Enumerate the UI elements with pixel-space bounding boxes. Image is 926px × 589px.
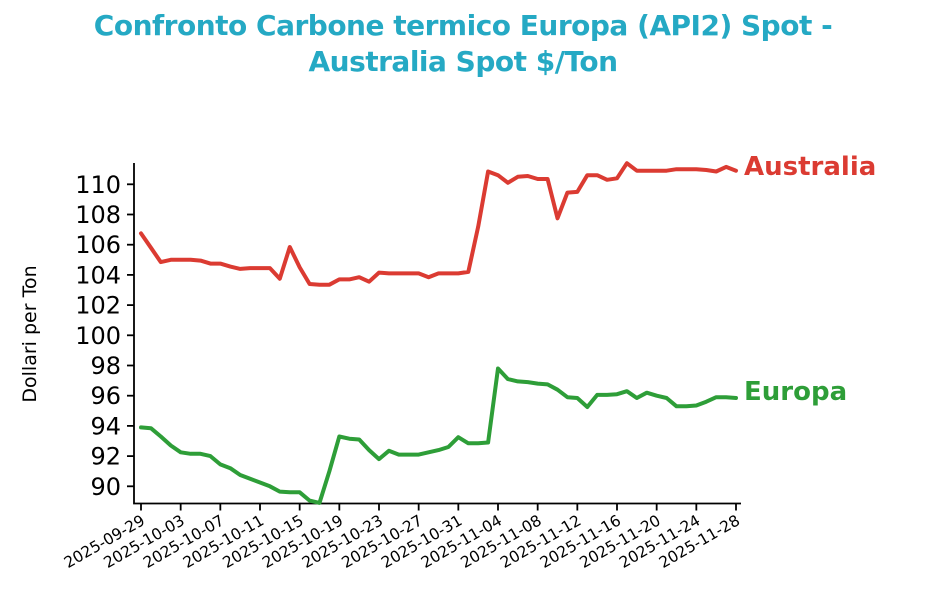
y-tick-label: 98 [90,352,121,380]
y-tick-label: 92 [90,443,121,471]
axes-spines [133,163,741,505]
series-label-europa: Europa [744,377,848,407]
y-tick-label: 102 [75,292,121,320]
chart-title-line2: Australia Spot $/Ton [308,45,618,79]
series-label-australia: Australia [744,152,877,182]
chart-title-line1: Confronto Carbone termico Europa (API2) … [93,9,833,42]
series-line-europa [139,366,738,505]
y-tick-label: 106 [75,231,121,259]
y-tick-label: 90 [90,473,121,501]
chart-title: Confronto Carbone termico Europa (API2) … [0,8,926,80]
y-tick-label: 96 [90,382,121,410]
series-line-australia [139,161,738,287]
y-tick-label: 108 [75,201,121,229]
y-tick-label: 94 [90,412,121,440]
y-tick-label: 104 [75,261,121,289]
y-tick-label: 100 [75,322,121,350]
y-tick-label: 110 [75,171,121,199]
